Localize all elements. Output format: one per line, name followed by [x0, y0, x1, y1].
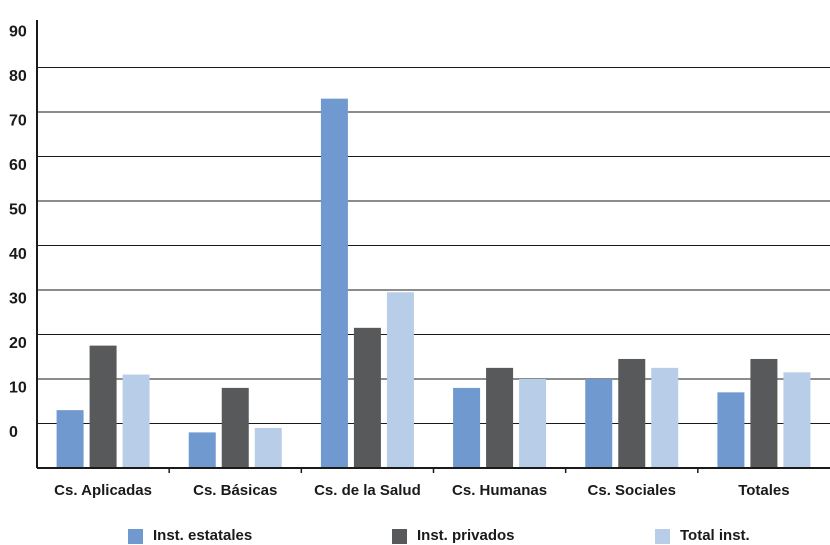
bar — [89, 345, 117, 468]
bar — [188, 432, 216, 468]
legend-swatch — [392, 529, 407, 544]
bars — [56, 98, 811, 469]
bar — [56, 410, 84, 468]
y-tick-label: 80 — [9, 68, 27, 85]
bar — [651, 367, 679, 468]
bar — [717, 392, 745, 468]
x-category-label: Totales — [738, 482, 789, 499]
bar — [519, 379, 547, 468]
bar — [453, 387, 481, 468]
y-tick-label: 0 — [9, 424, 18, 441]
y-tick-label: 20 — [9, 335, 27, 352]
y-tick-label: 90 — [9, 24, 27, 41]
legend-swatch — [655, 529, 670, 544]
bar — [320, 98, 348, 469]
y-axis-ticks: 0 10 20 30 40 50 60 70 80 90 — [9, 24, 27, 442]
x-category-label: Cs. Aplicadas — [54, 482, 152, 499]
bar — [353, 327, 381, 468]
y-tick-label: 50 — [9, 202, 27, 219]
legend-swatch — [128, 529, 143, 544]
bar — [750, 358, 778, 468]
legend: Inst. estatales Inst. privados Total inst. — [128, 527, 750, 544]
bar — [254, 427, 282, 468]
x-category-label: Cs. de la Salud — [314, 482, 421, 499]
bar — [618, 358, 646, 468]
y-tick-label: 60 — [9, 157, 27, 174]
bar — [585, 379, 613, 468]
gridlines — [37, 67, 830, 424]
bar — [122, 374, 150, 468]
y-tick-label: 10 — [9, 380, 27, 397]
legend-label: Total inst. — [680, 527, 750, 544]
legend-label: Inst. estatales — [153, 527, 252, 544]
y-tick-label: 70 — [9, 113, 27, 130]
x-category-label: Cs. Sociales — [588, 482, 676, 499]
y-tick-label: 40 — [9, 246, 27, 263]
y-tick-label: 30 — [9, 291, 27, 308]
legend-label: Inst. privados — [417, 527, 515, 544]
bar — [783, 372, 811, 468]
bar — [486, 367, 514, 468]
bar — [386, 292, 414, 468]
x-category-label: Cs. Humanas — [452, 482, 547, 499]
bar — [221, 387, 249, 468]
x-category-label: Cs. Básicas — [193, 482, 277, 499]
axes — [36, 20, 830, 473]
x-axis-categories: Cs. Aplicadas Cs. Básicas Cs. de la Salud C… — [54, 482, 789, 499]
